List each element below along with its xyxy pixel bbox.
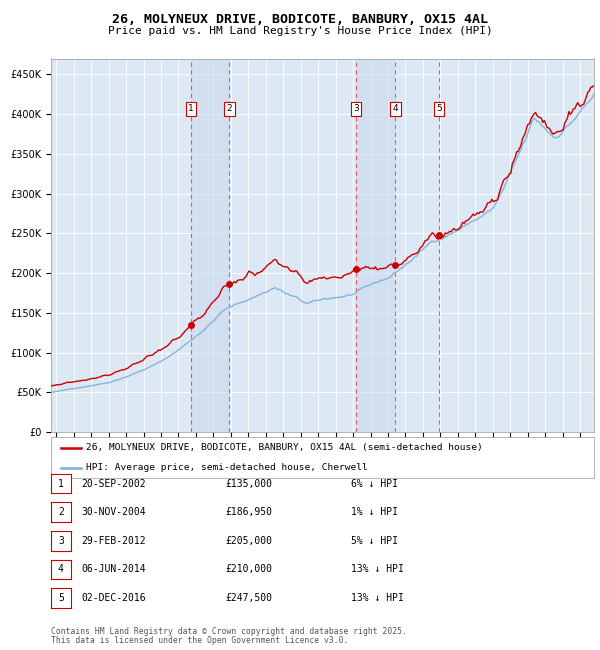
Text: 5% ↓ HPI: 5% ↓ HPI: [351, 536, 398, 546]
Text: £135,000: £135,000: [225, 478, 272, 489]
Text: 3: 3: [353, 105, 359, 114]
Text: 02-DEC-2016: 02-DEC-2016: [81, 593, 146, 603]
Text: £247,500: £247,500: [225, 593, 272, 603]
Text: 4: 4: [58, 564, 64, 575]
Text: 29-FEB-2012: 29-FEB-2012: [81, 536, 146, 546]
Text: £205,000: £205,000: [225, 536, 272, 546]
Text: 26, MOLYNEUX DRIVE, BODICOTE, BANBURY, OX15 4AL: 26, MOLYNEUX DRIVE, BODICOTE, BANBURY, O…: [112, 13, 488, 26]
Text: 06-JUN-2014: 06-JUN-2014: [81, 564, 146, 575]
Text: 3: 3: [58, 536, 64, 546]
Text: 6% ↓ HPI: 6% ↓ HPI: [351, 478, 398, 489]
Text: 13% ↓ HPI: 13% ↓ HPI: [351, 564, 404, 575]
Text: Contains HM Land Registry data © Crown copyright and database right 2025.: Contains HM Land Registry data © Crown c…: [51, 627, 407, 636]
Bar: [356, 58, 395, 432]
Text: 4: 4: [392, 105, 398, 114]
Bar: [191, 58, 229, 432]
Text: 2: 2: [58, 507, 64, 517]
Text: 5: 5: [436, 105, 442, 114]
Text: 26, MOLYNEUX DRIVE, BODICOTE, BANBURY, OX15 4AL (semi-detached house): 26, MOLYNEUX DRIVE, BODICOTE, BANBURY, O…: [86, 443, 483, 452]
Text: 1: 1: [188, 105, 194, 114]
Text: 2: 2: [227, 105, 232, 114]
Text: This data is licensed under the Open Government Licence v3.0.: This data is licensed under the Open Gov…: [51, 636, 349, 645]
Text: 30-NOV-2004: 30-NOV-2004: [81, 507, 146, 517]
Text: HPI: Average price, semi-detached house, Cherwell: HPI: Average price, semi-detached house,…: [86, 463, 368, 472]
Text: £186,950: £186,950: [225, 507, 272, 517]
Text: 13% ↓ HPI: 13% ↓ HPI: [351, 593, 404, 603]
Text: £210,000: £210,000: [225, 564, 272, 575]
Text: 5: 5: [58, 593, 64, 603]
Text: 1% ↓ HPI: 1% ↓ HPI: [351, 507, 398, 517]
Text: 1: 1: [58, 478, 64, 489]
Text: 20-SEP-2002: 20-SEP-2002: [81, 478, 146, 489]
Text: Price paid vs. HM Land Registry's House Price Index (HPI): Price paid vs. HM Land Registry's House …: [107, 26, 493, 36]
